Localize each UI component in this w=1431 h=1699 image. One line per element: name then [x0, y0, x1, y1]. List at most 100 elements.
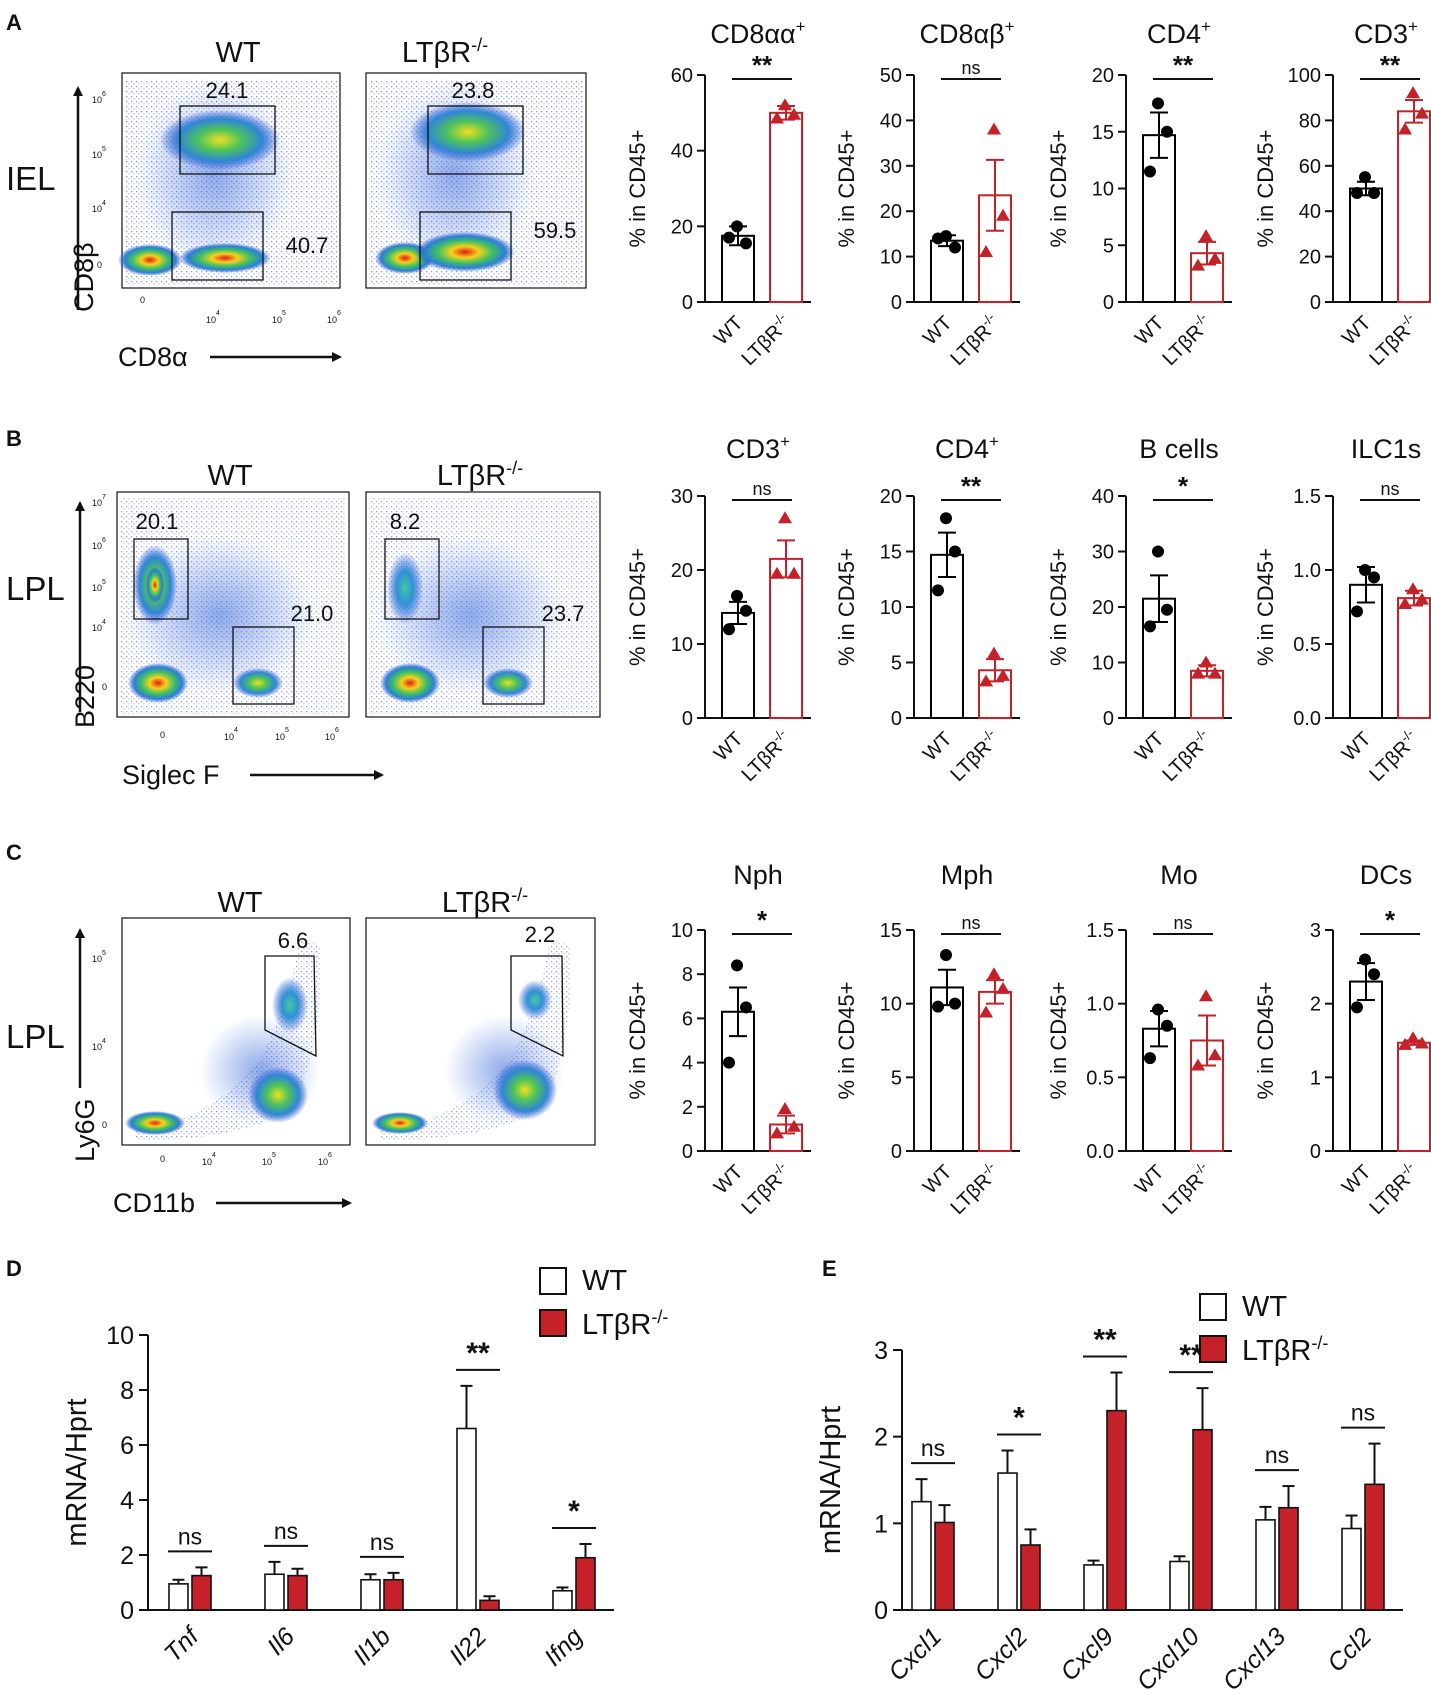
- y-tick-label: 10: [1092, 179, 1114, 201]
- y-tick-label: 2: [1310, 994, 1321, 1016]
- y-tick-label: 40: [880, 110, 902, 132]
- svg-text:10: 10: [262, 1157, 272, 1167]
- x-tick-label: LTβR-/-: [1156, 726, 1216, 786]
- panel-b-flow: B LPL WT LTβR-/- 20.1 21.0 8.2: [6, 426, 601, 790]
- y-tick-label: 3: [874, 1337, 888, 1365]
- data-point-wt: [1351, 605, 1363, 618]
- data-point-ko: [1199, 655, 1213, 668]
- y-tick-label: 0: [682, 1141, 693, 1163]
- svg-text:7: 7: [102, 494, 106, 501]
- svg-text:6: 6: [337, 310, 341, 317]
- bar-wt: [1341, 1527, 1362, 1611]
- data-point-wt: [731, 589, 743, 602]
- bar-ko: [934, 1521, 955, 1611]
- svg-text:6: 6: [102, 91, 106, 98]
- flow-sample-ko-a: LTβR-/-: [402, 35, 488, 69]
- y-tick-label: 0: [1103, 708, 1114, 730]
- panel-letter-a: A: [6, 10, 22, 35]
- y-axis-label: % in CD45+: [834, 548, 859, 666]
- bar-ko: [1278, 1506, 1299, 1611]
- svg-text:4: 4: [212, 1152, 216, 1159]
- data-point-ko: [1415, 592, 1429, 605]
- significance-label: *: [1385, 905, 1396, 935]
- y-tick-label: 20: [671, 216, 693, 238]
- data-point-wt: [723, 231, 735, 244]
- svg-text:0: 0: [97, 260, 102, 270]
- data-point-ko: [1406, 86, 1420, 99]
- data-point-wt: [932, 584, 944, 597]
- flow-plot-b-wt: 20.1 21.0: [116, 491, 350, 718]
- data-point-wt: [1152, 1003, 1164, 1016]
- flow-xaxis-a: CD8α: [118, 342, 188, 372]
- y-tick-label: 30: [880, 156, 902, 178]
- legend-swatch-wt: [539, 1267, 567, 1295]
- y-tick-label: 4: [682, 1053, 693, 1075]
- significance-label: *: [1178, 471, 1189, 501]
- data-point-ko: [996, 668, 1010, 681]
- svg-text:5: 5: [282, 310, 286, 317]
- flow-sample-wt-c: WT: [217, 887, 262, 919]
- y-tick-label: 10: [880, 597, 902, 619]
- mean-bar-wt: [1349, 583, 1383, 719]
- svg-text:5: 5: [102, 579, 106, 586]
- data-point-wt: [940, 512, 952, 525]
- x-tick-label: LTβR-/-: [1363, 310, 1423, 370]
- gate-value-b-ko-1: 8.2: [390, 509, 421, 534]
- significance-label: ns: [370, 1529, 394, 1555]
- data-point-wt: [932, 1000, 944, 1013]
- category-label: Il22: [444, 1622, 492, 1670]
- data-point-wt: [940, 949, 952, 962]
- y-tick-label: 50: [880, 65, 902, 87]
- x-tick-label: WT: [710, 312, 748, 350]
- bar-wt: [264, 1573, 285, 1611]
- y-tick-label: 3: [1310, 920, 1321, 942]
- significance-label: *: [757, 905, 768, 935]
- significance-label: **: [1380, 50, 1401, 80]
- y-tick-label: 15: [1092, 122, 1114, 144]
- gate-value-a-ko-2: 59.5: [534, 218, 577, 243]
- svg-text:5: 5: [102, 950, 106, 957]
- y-tick-label: 2: [682, 1097, 693, 1119]
- bar-wt: [360, 1578, 381, 1611]
- chart-title: CD3+: [1354, 17, 1418, 49]
- category-label: Cxcl1: [883, 1622, 947, 1686]
- data-point-wt: [740, 237, 752, 250]
- y-tick-label: 0: [874, 1597, 888, 1625]
- data-point-ko: [979, 245, 993, 258]
- legend-swatch-ko: [1199, 1335, 1227, 1363]
- y-tick-label: 60: [1299, 156, 1321, 178]
- flow-plot-a-wt: 24.1 40.7: [118, 72, 341, 289]
- x-tick-label: WT: [919, 312, 957, 350]
- x-tick-label: WT: [1338, 728, 1376, 766]
- y-tick-label: 0.0: [1293, 708, 1321, 730]
- flow-sample-ko-b: LTβR-/-: [437, 458, 523, 492]
- y-tick-label: 20: [880, 486, 902, 508]
- data-point-wt: [1152, 97, 1164, 110]
- category-label: Cxcl10: [1131, 1622, 1205, 1696]
- svg-text:10: 10: [318, 1157, 328, 1167]
- x-tick-label: WT: [1131, 312, 1169, 350]
- y-tick-label: 15: [880, 920, 902, 942]
- y-tick-label: 100: [1288, 65, 1321, 87]
- bar-wt: [1083, 1564, 1104, 1611]
- y-tick-label: 10: [880, 247, 902, 269]
- flow-plot-b-ko: 8.2 23.7: [365, 491, 601, 718]
- y-axis-label: % in CD45+: [625, 981, 650, 1099]
- x-tick-label: WT: [919, 1161, 957, 1199]
- y-tick-label: 0: [682, 708, 693, 730]
- svg-text:10: 10: [92, 1042, 102, 1052]
- x-tick-label: WT: [1131, 1161, 1169, 1199]
- svg-text:10: 10: [92, 150, 102, 160]
- panel-letter-e: E: [822, 1256, 837, 1281]
- svg-text:5: 5: [285, 727, 289, 734]
- x-tick-label: LTβR-/-: [1156, 310, 1216, 370]
- svg-text:0: 0: [102, 1120, 107, 1130]
- data-point-ko: [1415, 1036, 1429, 1049]
- x-tick-label: WT: [1131, 728, 1169, 766]
